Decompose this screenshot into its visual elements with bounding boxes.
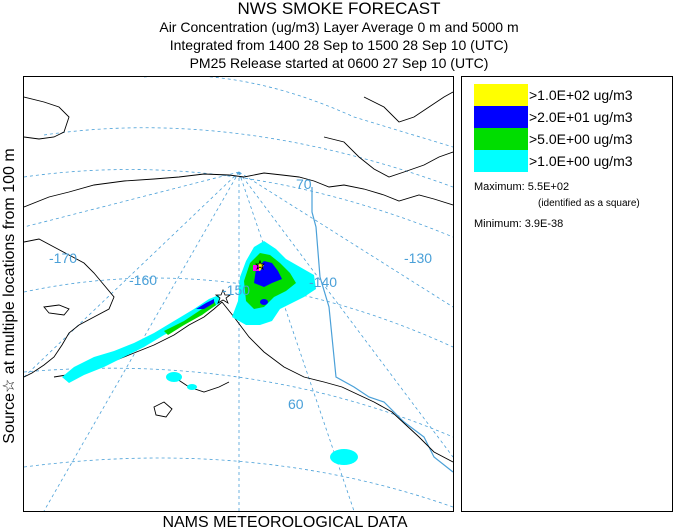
legend-swatch-cyan bbox=[474, 150, 528, 172]
legend-label-1: >1.0E+02 ug/m3 bbox=[529, 87, 633, 103]
longitude-line-160 bbox=[43, 171, 240, 511]
latitude-line-75 bbox=[43, 127, 453, 188]
arctic-coast bbox=[24, 172, 453, 208]
label-lon-140: -140 bbox=[309, 274, 337, 290]
graticule-labels: -170 -160 -150 -140 -130 70 60 bbox=[49, 176, 432, 412]
legend-label-3: >5.0E+00 ug/m3 bbox=[529, 131, 633, 147]
legend-row-2: >2.0E+01 ug/m3 bbox=[474, 106, 670, 128]
source-star-2 bbox=[255, 259, 265, 270]
plume-patch-kodiak bbox=[187, 384, 197, 390]
siberia-coast bbox=[24, 96, 70, 140]
maximum-value: 5.5E+02 bbox=[527, 181, 570, 193]
longitude-lines bbox=[24, 171, 453, 511]
canada-arctic-coast bbox=[323, 136, 453, 178]
legend-swatch-yellow bbox=[474, 84, 528, 106]
latitude-line-55 bbox=[24, 457, 453, 508]
legend-row-4: >1.0E+00 ug/m3 bbox=[474, 150, 670, 172]
kenai-coast bbox=[173, 376, 230, 393]
plume-mid-sw bbox=[164, 301, 216, 335]
release-start: PM25 Release started at 0600 27 Sep 10 (… bbox=[189, 55, 489, 71]
label-lon-130: -130 bbox=[404, 250, 432, 266]
canada-island-coast bbox=[363, 91, 453, 123]
st-lawrence-island bbox=[43, 304, 70, 316]
plume-small-core bbox=[260, 299, 268, 305]
latitude-line-80 bbox=[144, 77, 453, 148]
maximum-label: Maximum: bbox=[474, 181, 525, 193]
legend-row-3: >5.0E+00 ug/m3 bbox=[474, 128, 670, 150]
map-panel: -170 -160 -150 -140 -130 70 60 bbox=[23, 76, 454, 512]
legend-swatch-blue bbox=[474, 106, 528, 128]
coastlines bbox=[24, 91, 453, 463]
longitude-line-180 bbox=[24, 171, 240, 228]
gulf-of-alaska-coast bbox=[221, 301, 453, 463]
longitude-line-170 bbox=[24, 171, 240, 378]
maximum-square bbox=[253, 265, 259, 271]
footer-data-source: NAMS METEOROLOGICAL DATA bbox=[162, 514, 408, 531]
source-side-label: Source☆ at multiple locations from 100 m bbox=[1, 148, 18, 444]
alaska-map: -170 -160 -150 -140 -130 70 60 bbox=[24, 77, 453, 511]
latitude-line-70 bbox=[24, 169, 453, 238]
label-lat-70: 70 bbox=[296, 176, 312, 192]
kodiak-island bbox=[153, 401, 173, 418]
minimum-value: 3.9E-38 bbox=[524, 218, 564, 230]
label-lat-60: 60 bbox=[288, 396, 304, 412]
integration-period: Integrated from 1400 28 Sep to 1500 28 S… bbox=[169, 37, 509, 53]
smoke-plume-southwest bbox=[62, 295, 358, 465]
legend-swatch-green bbox=[474, 128, 528, 150]
legend-row-1: >1.0E+02 ug/m3 bbox=[474, 84, 670, 106]
maximum-note: (identified as a square) bbox=[538, 198, 640, 209]
plume-patch-gulf bbox=[330, 449, 358, 465]
label-lon-160: -160 bbox=[129, 272, 157, 288]
minimum-stat: Minimum: 3.9E-38 bbox=[474, 218, 563, 231]
us-canada-border bbox=[311, 187, 453, 473]
label-lon-150: -150 bbox=[222, 282, 250, 298]
forecast-title: NWS SMOKE FORECAST bbox=[237, 0, 441, 18]
plume-core-sw bbox=[196, 299, 214, 309]
legend-label-2: >2.0E+01 ug/m3 bbox=[529, 109, 633, 125]
longitude-line-120 bbox=[238, 171, 453, 308]
latitude-line-60 bbox=[24, 367, 453, 438]
legend-label-4: >1.0E+00 ug/m3 bbox=[529, 153, 633, 169]
legend-panel: >1.0E+02 ug/m3 >2.0E+01 ug/m3 >5.0E+00 u… bbox=[461, 76, 673, 512]
plume-patch-island bbox=[166, 372, 182, 382]
minimum-label: Minimum: bbox=[474, 218, 522, 230]
source-star-1 bbox=[214, 288, 232, 304]
label-lon-170: -170 bbox=[49, 250, 77, 266]
concentration-subtitle: Air Concentration (ug/m3) Layer Average … bbox=[159, 19, 519, 35]
plume-outer-sw bbox=[62, 295, 220, 383]
source-stars bbox=[214, 259, 265, 304]
maximum-stat: Maximum: 5.5E+02 bbox=[474, 181, 569, 194]
alaska-west-coast bbox=[24, 238, 115, 378]
